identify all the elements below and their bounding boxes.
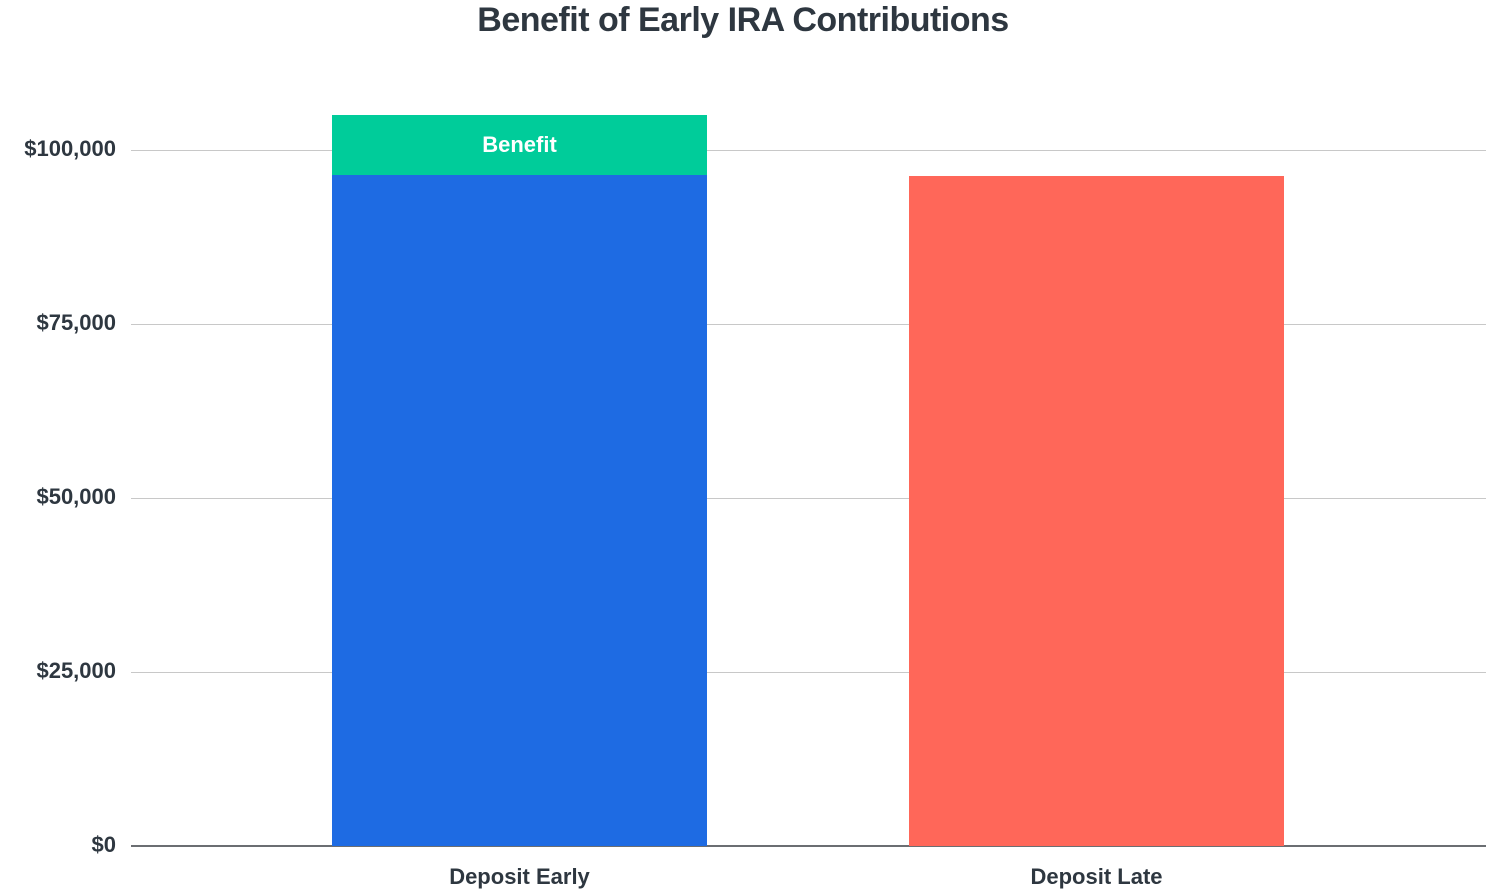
y-tick-label: $75,000 — [36, 310, 116, 335]
y-tick-label: $100,000 — [24, 136, 116, 161]
chart-title: Benefit of Early IRA Contributions — [477, 1, 1009, 39]
bar-deposit-early — [332, 175, 707, 846]
y-tick-label: $50,000 — [36, 484, 116, 509]
bar-segment-benefit: Benefit — [332, 115, 707, 176]
x-tick-label: Deposit Late — [1030, 864, 1163, 889]
gridline — [131, 150, 1486, 151]
x-tick-label: Deposit Early — [449, 864, 590, 889]
y-tick-label: $0 — [91, 832, 116, 857]
y-tick-label: $25,000 — [36, 658, 116, 683]
gridline — [131, 672, 1486, 673]
benefit-label: Benefit — [482, 132, 557, 158]
gridline — [131, 324, 1486, 325]
bar-deposit-late — [909, 175, 1284, 846]
x-axis-line — [131, 845, 1486, 847]
gridline — [131, 498, 1486, 499]
